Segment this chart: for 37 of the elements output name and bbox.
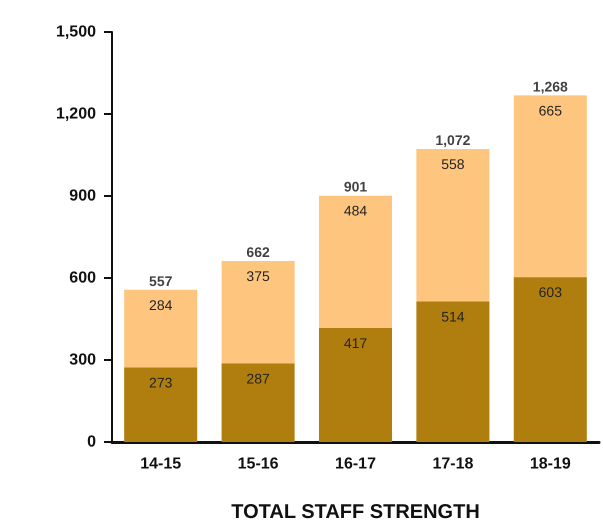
bar bbox=[416, 302, 490, 442]
bar bbox=[318, 196, 392, 328]
data-label: 665 bbox=[538, 102, 562, 118]
bar bbox=[416, 148, 490, 302]
x-axis-title: TOTAL STAFF STRENGTH bbox=[231, 501, 480, 523]
bar bbox=[124, 367, 198, 442]
data-label: 603 bbox=[538, 284, 562, 300]
y-tick-label: 1,200 bbox=[56, 106, 96, 122]
data-label: 287 bbox=[246, 370, 270, 387]
x-tick-label: 14-15 bbox=[140, 456, 182, 472]
total-label: 1,072 bbox=[435, 132, 471, 148]
bar bbox=[514, 95, 587, 278]
data-label: 514 bbox=[441, 308, 465, 325]
y-tick-label: 900 bbox=[69, 188, 96, 204]
total-label: 1,268 bbox=[532, 78, 568, 94]
bar bbox=[124, 290, 198, 368]
data-label: 417 bbox=[344, 335, 368, 352]
x-tick-label: 15-16 bbox=[238, 456, 279, 472]
total-label: 557 bbox=[149, 272, 173, 289]
data-label: 375 bbox=[246, 268, 270, 284]
y-tick-label: 300 bbox=[69, 352, 96, 368]
total-label: 901 bbox=[344, 178, 368, 195]
bar bbox=[318, 328, 392, 442]
x-tick-label: 16-17 bbox=[335, 456, 376, 472]
data-label: 284 bbox=[149, 296, 173, 313]
y-tick-label: 1,500 bbox=[56, 24, 96, 40]
y-tick-label: 600 bbox=[69, 270, 96, 286]
bar bbox=[514, 277, 587, 442]
total-label: 662 bbox=[246, 244, 270, 260]
data-label: 558 bbox=[441, 156, 465, 172]
bar bbox=[222, 261, 295, 364]
data-label: 484 bbox=[344, 202, 368, 219]
y-tick-label: 0 bbox=[87, 434, 96, 450]
data-label: 273 bbox=[149, 374, 173, 390]
bar bbox=[222, 364, 295, 442]
x-tick-label: 17-18 bbox=[432, 456, 474, 472]
x-tick-label: 18-19 bbox=[530, 456, 571, 472]
